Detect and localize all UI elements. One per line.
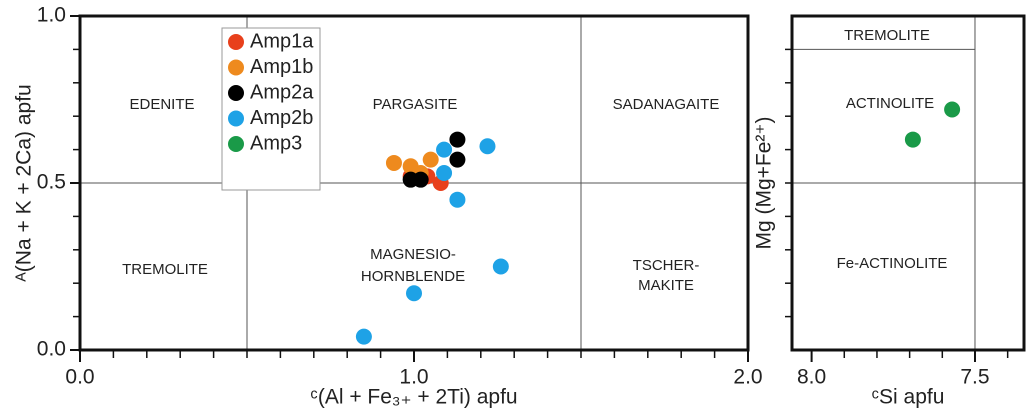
region-label: ACTINOLITE [846, 95, 934, 112]
legend-marker [228, 85, 244, 101]
data-point [904, 131, 921, 148]
x-tick-label: 8.0 [797, 366, 826, 389]
data-point [406, 285, 422, 302]
legend-label: Amp3 [250, 132, 302, 154]
x-axis-label: ᶜ(Al + Fe₃₊ + 2Ti) apfu [310, 386, 517, 409]
legend-marker [228, 136, 244, 152]
region-label: MAGNESIO- [370, 246, 456, 263]
x-tick-label: 7.5 [960, 366, 989, 389]
region-label: TREMOLITE [844, 27, 930, 44]
y-tick-label: 0.0 [37, 338, 66, 361]
x-axis-label: ᶜSi apfu [872, 386, 945, 409]
legend-marker [228, 110, 244, 127]
y-tick-label: 0.5 [37, 171, 66, 194]
legend-label: Amp1a [250, 30, 314, 52]
data-point [422, 151, 439, 168]
data-point [944, 101, 961, 118]
x-tick-label: 0.0 [65, 366, 94, 389]
y-tick-label: 1.0 [37, 4, 66, 27]
legend-label: Amp2a [250, 81, 314, 103]
region-label: Fe-ACTINOLITE [837, 255, 948, 272]
region-label: SADANAGAITE [613, 96, 720, 113]
y-axis-label: ᴬ(Na + K + 2Ca) apfu [13, 84, 36, 282]
data-point [436, 141, 453, 158]
region-label: EDENITE [129, 96, 194, 113]
legend-marker [228, 59, 244, 76]
data-point [449, 151, 466, 168]
data-point [479, 138, 496, 155]
data-point [492, 258, 509, 275]
data-point [355, 328, 372, 345]
y-axis-label: Mg (Mg+Fe²⁺) [753, 116, 776, 249]
legend-marker [228, 34, 244, 50]
data-point [449, 191, 466, 208]
x-tick-label: 2.0 [733, 366, 762, 389]
data-point [436, 164, 453, 181]
legend-box [221, 27, 321, 191]
legend-label: Amp2b [250, 107, 313, 129]
data-point [412, 171, 429, 188]
region-label: TREMOLITE [122, 261, 208, 278]
data-point [449, 131, 466, 148]
x-tick-label: 1.0 [399, 366, 428, 389]
region-label: PARGASITE [373, 96, 458, 113]
legend-label: Amp1b [250, 56, 313, 78]
region-label: MAKITE [638, 277, 694, 294]
region-label: TSCHER- [633, 257, 700, 274]
data-point [385, 154, 402, 171]
region-label: HORNBLENDE [361, 268, 465, 285]
